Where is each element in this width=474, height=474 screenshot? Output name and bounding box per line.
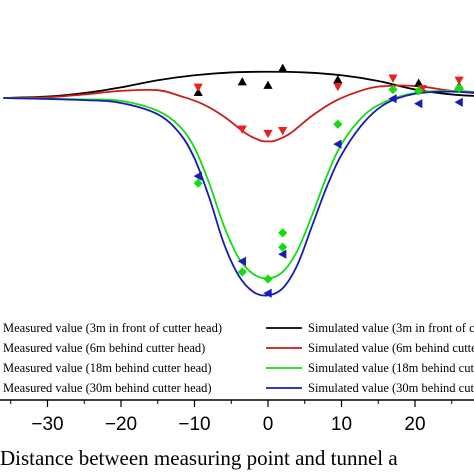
legend-label: Simulated value (3m in front of cutter h… — [308, 321, 474, 335]
data-point — [333, 74, 343, 84]
data-point — [263, 129, 273, 139]
x-tick-label: 10 — [331, 414, 352, 435]
data-point — [263, 80, 273, 89]
legend-label: Measured value (6m behind cutter head) — [3, 341, 205, 355]
data-point — [193, 171, 202, 181]
data-point — [193, 83, 203, 92]
x-tick-label: 20 — [404, 414, 425, 435]
data-point — [454, 76, 464, 85]
data-point — [263, 288, 272, 298]
data-point — [263, 274, 273, 284]
data-point — [278, 63, 288, 72]
data-point — [414, 99, 423, 109]
series-line-5 — [3, 70, 474, 99]
legend-label: Simulated value (30m behind cutter head) — [308, 381, 474, 395]
data-point — [388, 94, 397, 104]
data-point — [454, 83, 464, 93]
x-tick-label: −30 — [31, 414, 63, 435]
data-point — [237, 267, 247, 277]
legend-label: Measured value (3m in front of cutter he… — [3, 321, 222, 335]
legend-label: Simulated value (18m behind cutter head) — [308, 361, 474, 375]
x-tick-label: −10 — [178, 414, 210, 435]
x-axis-ticks: −30 −20 −10 0 10 20 — [10, 400, 453, 435]
data-point — [237, 77, 247, 86]
data-point — [278, 126, 288, 136]
data-point — [193, 178, 203, 188]
data-point — [333, 139, 342, 149]
series-line-8 — [3, 90, 474, 297]
legend-label: Simulated value (6m behind cutter head) — [308, 341, 474, 355]
data-point — [333, 82, 343, 92]
x-axis-title: Distance between measuring point and tun… — [0, 446, 398, 470]
series-line-6 — [3, 84, 474, 143]
data-point — [388, 74, 398, 83]
data-point — [237, 256, 246, 266]
legend: Measured value (3m in front of cutter he… — [3, 321, 474, 395]
data-point — [414, 78, 424, 87]
series-line-7 — [3, 89, 474, 280]
data-point — [388, 84, 398, 95]
legend-label: Measured value (18m behind cutter head) — [3, 361, 212, 375]
x-tick-label: 0 — [263, 414, 274, 435]
data-point — [454, 97, 463, 107]
data-point — [278, 242, 288, 252]
legend-label: Measured value (30m behind cutter head) — [3, 381, 212, 395]
data-point — [237, 125, 247, 134]
data-point — [333, 119, 343, 129]
data-point — [414, 86, 424, 96]
data-point — [278, 228, 288, 238]
data-point — [417, 85, 427, 94]
x-tick-label: −20 — [105, 414, 137, 435]
data-point — [278, 249, 287, 259]
